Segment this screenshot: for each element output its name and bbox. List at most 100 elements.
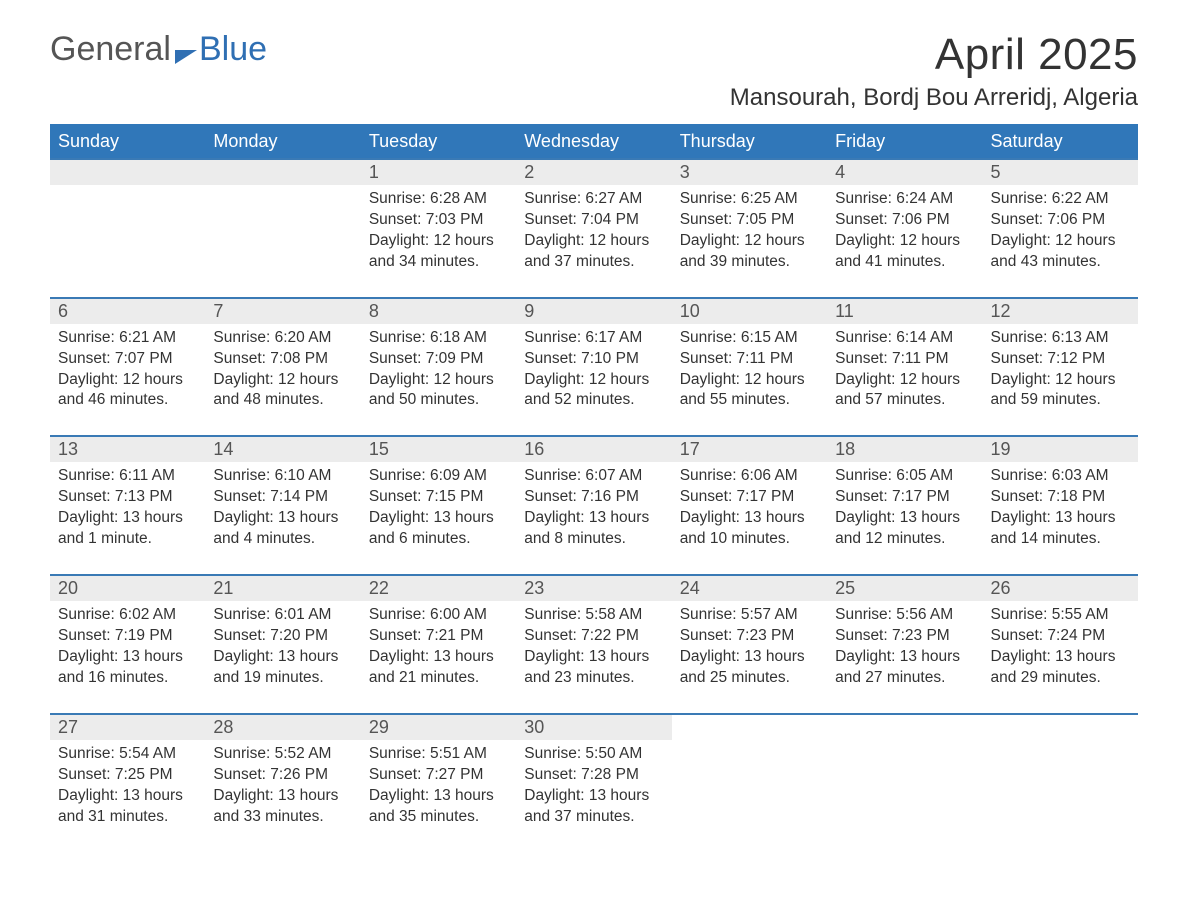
empty-day-number bbox=[205, 159, 360, 185]
calendar-table: SundayMondayTuesdayWednesdayThursdayFrid… bbox=[50, 124, 1138, 851]
sunrise-line: Sunrise: 6:07 AM bbox=[524, 466, 663, 487]
daylight-line: Daylight: 12 hours and 34 minutes. bbox=[369, 231, 508, 273]
daylight-line: Daylight: 13 hours and 37 minutes. bbox=[524, 786, 663, 828]
sunset-line: Sunset: 7:05 PM bbox=[680, 210, 819, 231]
location: Mansourah, Bordj Bou Arreridj, Algeria bbox=[730, 84, 1138, 112]
day-of-week-header: Thursday bbox=[672, 125, 827, 160]
day-number: 16 bbox=[516, 436, 671, 462]
empty-day-content bbox=[205, 185, 360, 298]
day-number: 1 bbox=[361, 159, 516, 185]
day-number-row: 13141516171819 bbox=[50, 436, 1138, 462]
daylight-line: Daylight: 12 hours and 52 minutes. bbox=[524, 370, 663, 412]
day-number: 5 bbox=[983, 159, 1138, 185]
day-content: Sunrise: 6:10 AMSunset: 7:14 PMDaylight:… bbox=[205, 462, 360, 575]
sunset-line: Sunset: 7:12 PM bbox=[991, 349, 1130, 370]
day-content: Sunrise: 6:22 AMSunset: 7:06 PMDaylight:… bbox=[983, 185, 1138, 298]
day-content: Sunrise: 5:51 AMSunset: 7:27 PMDaylight:… bbox=[361, 740, 516, 852]
day-content: Sunrise: 6:09 AMSunset: 7:15 PMDaylight:… bbox=[361, 462, 516, 575]
day-content-row: Sunrise: 6:28 AMSunset: 7:03 PMDaylight:… bbox=[50, 185, 1138, 298]
day-content: Sunrise: 6:25 AMSunset: 7:05 PMDaylight:… bbox=[672, 185, 827, 298]
daylight-line: Daylight: 12 hours and 55 minutes. bbox=[680, 370, 819, 412]
empty-day-content bbox=[827, 740, 982, 852]
header: General Blue April 2025 Mansourah, Bordj… bbox=[50, 30, 1138, 112]
sunrise-line: Sunrise: 5:55 AM bbox=[991, 605, 1130, 626]
day-number: 21 bbox=[205, 575, 360, 601]
sunset-line: Sunset: 7:07 PM bbox=[58, 349, 197, 370]
day-content: Sunrise: 5:52 AMSunset: 7:26 PMDaylight:… bbox=[205, 740, 360, 852]
daylight-line: Daylight: 12 hours and 57 minutes. bbox=[835, 370, 974, 412]
day-number-row: 6789101112 bbox=[50, 298, 1138, 324]
daylight-line: Daylight: 13 hours and 21 minutes. bbox=[369, 647, 508, 689]
day-number: 4 bbox=[827, 159, 982, 185]
day-content: Sunrise: 6:27 AMSunset: 7:04 PMDaylight:… bbox=[516, 185, 671, 298]
daylight-line: Daylight: 12 hours and 39 minutes. bbox=[680, 231, 819, 273]
sunset-line: Sunset: 7:17 PM bbox=[835, 487, 974, 508]
daylight-line: Daylight: 13 hours and 25 minutes. bbox=[680, 647, 819, 689]
sunrise-line: Sunrise: 6:21 AM bbox=[58, 328, 197, 349]
day-number: 12 bbox=[983, 298, 1138, 324]
sunrise-line: Sunrise: 5:54 AM bbox=[58, 744, 197, 765]
logo-text-blue: Blue bbox=[199, 30, 267, 69]
sunrise-line: Sunrise: 6:10 AM bbox=[213, 466, 352, 487]
day-number: 9 bbox=[516, 298, 671, 324]
day-content: Sunrise: 6:06 AMSunset: 7:17 PMDaylight:… bbox=[672, 462, 827, 575]
daylight-line: Daylight: 13 hours and 33 minutes. bbox=[213, 786, 352, 828]
sunrise-line: Sunrise: 5:52 AM bbox=[213, 744, 352, 765]
day-number: 3 bbox=[672, 159, 827, 185]
sunset-line: Sunset: 7:04 PM bbox=[524, 210, 663, 231]
empty-day-number bbox=[672, 714, 827, 740]
sunset-line: Sunset: 7:09 PM bbox=[369, 349, 508, 370]
day-of-week-header: Sunday bbox=[50, 125, 205, 160]
day-number: 8 bbox=[361, 298, 516, 324]
day-content: Sunrise: 6:00 AMSunset: 7:21 PMDaylight:… bbox=[361, 601, 516, 714]
daylight-line: Daylight: 12 hours and 41 minutes. bbox=[835, 231, 974, 273]
day-content-row: Sunrise: 5:54 AMSunset: 7:25 PMDaylight:… bbox=[50, 740, 1138, 852]
sunrise-line: Sunrise: 6:11 AM bbox=[58, 466, 197, 487]
sunrise-line: Sunrise: 6:22 AM bbox=[991, 189, 1130, 210]
day-content-row: Sunrise: 6:11 AMSunset: 7:13 PMDaylight:… bbox=[50, 462, 1138, 575]
daylight-line: Daylight: 13 hours and 27 minutes. bbox=[835, 647, 974, 689]
sunrise-line: Sunrise: 6:28 AM bbox=[369, 189, 508, 210]
day-number: 17 bbox=[672, 436, 827, 462]
day-of-week-header: Tuesday bbox=[361, 125, 516, 160]
sunset-line: Sunset: 7:24 PM bbox=[991, 626, 1130, 647]
daylight-line: Daylight: 13 hours and 29 minutes. bbox=[991, 647, 1130, 689]
calendar-body: 12 345 Sunrise: 6:28 AMSunset: 7:03 PMDayl… bbox=[50, 159, 1138, 851]
day-content: Sunrise: 6:13 AMSunset: 7:12 PMDaylight:… bbox=[983, 324, 1138, 437]
day-content: Sunrise: 6:28 AMSunset: 7:03 PMDaylight:… bbox=[361, 185, 516, 298]
day-content-row: Sunrise: 6:02 AMSunset: 7:19 PMDaylight:… bbox=[50, 601, 1138, 714]
day-number: 24 bbox=[672, 575, 827, 601]
daylight-line: Daylight: 13 hours and 4 minutes. bbox=[213, 508, 352, 550]
sunset-line: Sunset: 7:23 PM bbox=[835, 626, 974, 647]
daylight-line: Daylight: 13 hours and 14 minutes. bbox=[991, 508, 1130, 550]
sunrise-line: Sunrise: 5:50 AM bbox=[524, 744, 663, 765]
day-number: 7 bbox=[205, 298, 360, 324]
day-number: 28 bbox=[205, 714, 360, 740]
daylight-line: Daylight: 12 hours and 46 minutes. bbox=[58, 370, 197, 412]
sunset-line: Sunset: 7:08 PM bbox=[213, 349, 352, 370]
day-number-row: 20212223242526 bbox=[50, 575, 1138, 601]
sunrise-line: Sunrise: 6:05 AM bbox=[835, 466, 974, 487]
logo-triangle-icon bbox=[175, 50, 197, 64]
day-content: Sunrise: 6:17 AMSunset: 7:10 PMDaylight:… bbox=[516, 324, 671, 437]
sunrise-line: Sunrise: 5:57 AM bbox=[680, 605, 819, 626]
day-content: Sunrise: 6:21 AMSunset: 7:07 PMDaylight:… bbox=[50, 324, 205, 437]
sunset-line: Sunset: 7:11 PM bbox=[835, 349, 974, 370]
sunrise-line: Sunrise: 6:17 AM bbox=[524, 328, 663, 349]
sunrise-line: Sunrise: 6:24 AM bbox=[835, 189, 974, 210]
day-number: 19 bbox=[983, 436, 1138, 462]
sunrise-line: Sunrise: 6:25 AM bbox=[680, 189, 819, 210]
day-content: Sunrise: 6:05 AMSunset: 7:17 PMDaylight:… bbox=[827, 462, 982, 575]
daylight-line: Daylight: 12 hours and 48 minutes. bbox=[213, 370, 352, 412]
daylight-line: Daylight: 13 hours and 10 minutes. bbox=[680, 508, 819, 550]
title-block: April 2025 Mansourah, Bordj Bou Arreridj… bbox=[730, 30, 1138, 112]
day-content: Sunrise: 6:11 AMSunset: 7:13 PMDaylight:… bbox=[50, 462, 205, 575]
day-content: Sunrise: 6:01 AMSunset: 7:20 PMDaylight:… bbox=[205, 601, 360, 714]
day-number: 29 bbox=[361, 714, 516, 740]
empty-day-number bbox=[983, 714, 1138, 740]
daylight-line: Daylight: 13 hours and 16 minutes. bbox=[58, 647, 197, 689]
sunset-line: Sunset: 7:20 PM bbox=[213, 626, 352, 647]
sunrise-line: Sunrise: 6:13 AM bbox=[991, 328, 1130, 349]
sunset-line: Sunset: 7:18 PM bbox=[991, 487, 1130, 508]
empty-day-content bbox=[672, 740, 827, 852]
